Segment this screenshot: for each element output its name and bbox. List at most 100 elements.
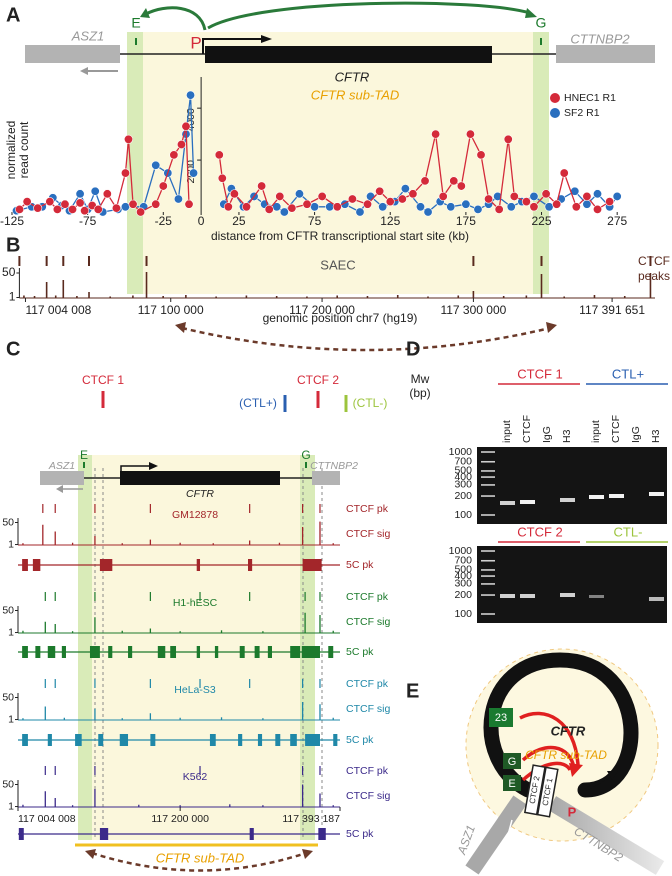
fivec-peak	[47, 646, 56, 658]
data-point	[559, 168, 569, 178]
data-point	[120, 168, 130, 178]
data-point	[461, 199, 471, 209]
node-label: 23	[495, 712, 507, 724]
interaction-arrows	[519, 711, 580, 782]
fivec-peak	[302, 559, 322, 571]
tss-arrowhead	[149, 462, 158, 470]
data-point	[229, 189, 239, 199]
mw-label: (bp)	[409, 386, 430, 400]
data-point	[571, 202, 581, 212]
tss-arrow	[584, 773, 613, 792]
y-axis-label: read count	[17, 121, 31, 178]
data-point	[52, 204, 62, 214]
arc-head	[525, 8, 537, 18]
data-point	[529, 202, 539, 212]
data-point	[158, 181, 168, 191]
gel-bottom	[477, 546, 667, 623]
fivec-peak	[108, 646, 113, 658]
gene-label: ASZ1	[71, 28, 105, 43]
y-tick-label: 1	[9, 290, 16, 304]
data-point	[503, 134, 513, 144]
data-point	[582, 191, 592, 201]
data-point	[552, 199, 562, 209]
y-tick-label: 50	[2, 516, 14, 528]
fivec-peak	[35, 646, 41, 658]
tss-arrow	[120, 465, 150, 478]
gene-name: CFTR	[186, 488, 214, 500]
fivec-peak	[290, 646, 301, 658]
data-point	[264, 204, 274, 214]
x-tick-label: 117 391 651	[579, 303, 645, 317]
asz1-gene	[40, 471, 84, 485]
x-tick-label: 75	[308, 214, 322, 228]
node-label: G	[508, 756, 517, 768]
g-band	[533, 32, 549, 294]
data-point	[169, 150, 179, 160]
arc-head	[85, 849, 96, 859]
element-label: E	[131, 15, 140, 31]
subtad-region	[92, 455, 300, 840]
fivec-peak	[119, 734, 129, 746]
fivec-peak	[267, 646, 272, 658]
data-point	[347, 194, 357, 204]
fivec-peak	[75, 734, 82, 746]
x-tick-label: 275	[607, 214, 627, 228]
cell-line-name: K562	[183, 771, 208, 783]
ladder-label: 500	[454, 465, 472, 477]
asz1-arrowhead	[56, 485, 63, 493]
data-point	[317, 191, 327, 201]
cftr-gene	[205, 46, 492, 63]
cftr-gene	[120, 471, 280, 485]
data-point	[423, 207, 433, 217]
data-point	[15, 204, 25, 214]
data-point	[151, 160, 161, 170]
data-point	[22, 197, 32, 207]
track-label: 5C pk	[346, 734, 374, 746]
arrowhead	[569, 763, 583, 777]
data-point	[415, 202, 425, 212]
data-point	[612, 191, 622, 201]
fivec-peak	[290, 734, 297, 746]
promoter-label: P	[568, 804, 577, 819]
data-point	[484, 194, 494, 204]
lane-label: input	[501, 420, 513, 443]
fivec-peak	[318, 828, 326, 840]
x-tick-label: 117 004 008	[25, 303, 91, 317]
x-tick-label: 117 200 000	[151, 813, 209, 825]
fivec-peak	[22, 646, 28, 658]
fivec-peak	[301, 646, 320, 658]
panel-label: A	[6, 4, 20, 26]
tad-name: CFTR sub-TAD	[311, 87, 400, 102]
data-point	[257, 181, 267, 191]
y-tick-label: 50	[2, 604, 14, 616]
cttnbp2-arm	[547, 796, 665, 875]
x-tick-label: 125	[380, 214, 400, 228]
data-point	[465, 129, 475, 139]
track-label: peaks	[638, 269, 670, 283]
track-label: CTCF sig	[346, 616, 390, 628]
group-label: CTCF 1	[517, 366, 563, 381]
tad-name: CFTR sub-TAD	[525, 748, 607, 762]
tad-domain	[465, 648, 659, 842]
ladder-label: 1000	[449, 446, 473, 458]
x-tick-label: -25	[155, 214, 173, 228]
data-point	[33, 203, 43, 213]
fivec-peak	[196, 646, 201, 658]
track-label: CTCF pk	[346, 678, 389, 690]
data-point	[378, 202, 388, 212]
fivec-peak	[333, 734, 338, 746]
data-point	[111, 203, 121, 213]
x-tick-label: 117 393 187	[282, 813, 340, 825]
fivec-peak	[32, 559, 41, 571]
marker-label: (CTL+)	[239, 396, 277, 410]
lane-label: IgG	[541, 426, 553, 443]
data-point	[184, 199, 194, 209]
data-point	[355, 207, 365, 217]
gene-label: CTTNBP2	[570, 31, 630, 46]
x-tick-label: 25	[232, 214, 246, 228]
lane-label: H3	[561, 429, 573, 443]
group-label: CTL+	[612, 366, 644, 381]
track-label: CTCF pk	[346, 765, 389, 777]
ladder-label: 300	[454, 479, 472, 491]
